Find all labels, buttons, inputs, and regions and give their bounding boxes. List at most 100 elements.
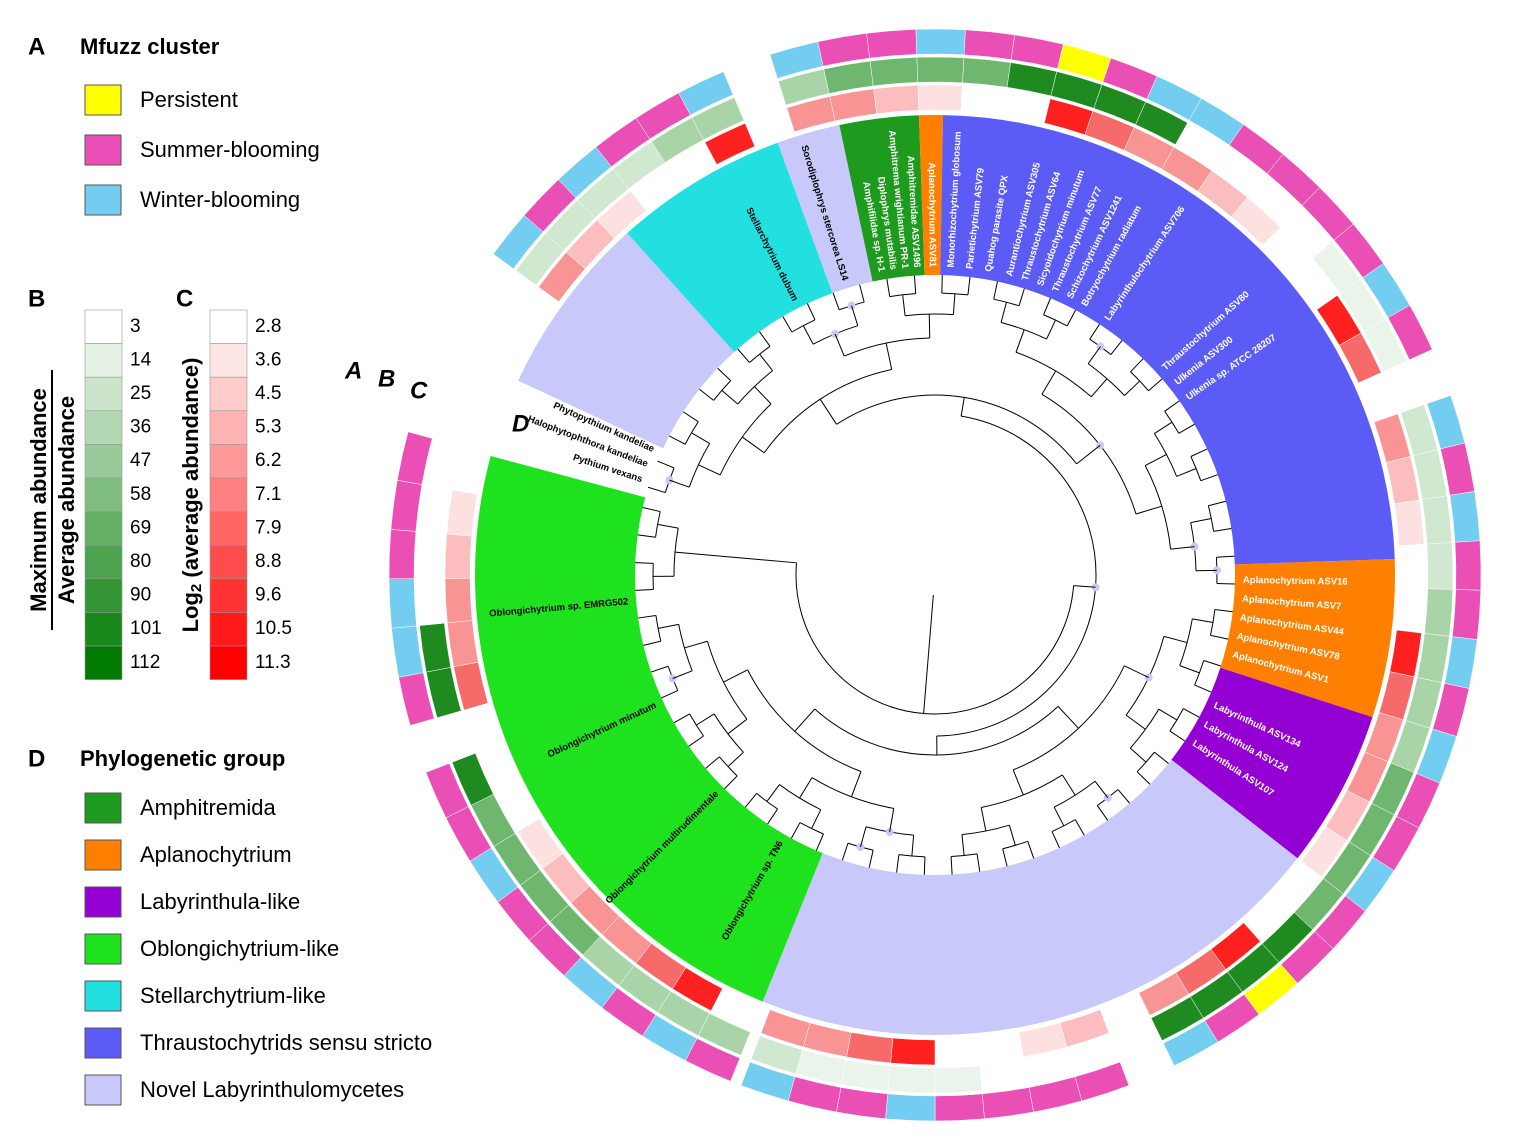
branch: [803, 326, 813, 345]
branch: [851, 772, 861, 797]
scale-label: 7.9: [255, 517, 281, 538]
branch: [953, 294, 954, 315]
branch: [1208, 501, 1225, 505]
heat-cell: [389, 579, 416, 629]
branch: [912, 835, 914, 856]
heat-cell: [447, 620, 478, 666]
scale-cell: [85, 310, 122, 344]
branch: [994, 282, 998, 300]
branch: [1191, 449, 1207, 457]
branch: [1095, 781, 1108, 798]
legend-title: Mfuzz cluster: [80, 34, 220, 59]
heat-cell: [886, 1094, 935, 1121]
branch: [1159, 709, 1177, 720]
legend-label: Stellarchytrium-like: [140, 983, 326, 1008]
branch: [696, 714, 714, 725]
scale-label: 11.3: [255, 652, 291, 673]
branch: [1201, 475, 1218, 481]
heat-cell: [417, 578, 444, 625]
legend-label: Thraustochytrids sensu stricto: [140, 1030, 432, 1055]
branch: [1054, 807, 1064, 826]
branch: [768, 809, 778, 824]
heat-cell: [445, 534, 472, 578]
scale-cell: [210, 612, 247, 646]
heat-cell: [935, 1038, 979, 1065]
heat-cell: [1455, 541, 1481, 591]
legend-swatch: [85, 135, 121, 165]
branch: [852, 306, 858, 326]
legend-swatch: [85, 840, 121, 870]
scale-cell: [85, 478, 122, 512]
branch: [951, 857, 952, 875]
scale-label: 112: [130, 652, 160, 673]
branch: [724, 670, 748, 682]
legend-swatch: [85, 793, 121, 823]
scale-cell: [85, 612, 122, 646]
branch: [800, 778, 812, 799]
branch: [760, 354, 773, 370]
heat-cell: [1425, 589, 1453, 637]
heat-cell: [1011, 35, 1063, 69]
scale-cell: [210, 579, 247, 613]
branch: [1013, 770, 1023, 795]
scale-label: 3.6: [255, 349, 281, 370]
heat-cell: [963, 58, 1011, 87]
heat-cell: [980, 1060, 1029, 1091]
heat-cell: [447, 490, 477, 536]
scale-title: Log2 (average abundance): [178, 358, 205, 633]
branch: [914, 276, 915, 294]
branch: [860, 827, 866, 847]
branch: [745, 793, 756, 807]
branch: [683, 412, 698, 422]
scale-cell: [85, 579, 122, 613]
branch: [1067, 310, 1075, 326]
heat-cell: [1395, 500, 1425, 546]
branch: [1164, 636, 1187, 642]
scale-label: 101: [130, 618, 162, 639]
legend-swatch: [85, 887, 121, 917]
branch: [816, 834, 823, 851]
scale-cell: [210, 512, 247, 546]
scale-label: 90: [130, 585, 151, 606]
branch: [1124, 381, 1139, 395]
branch: [1130, 748, 1146, 762]
scale-cell: [85, 411, 122, 445]
branch: [754, 387, 771, 404]
branch: [1126, 715, 1145, 729]
legend-swatch: [85, 934, 121, 964]
heat-cell: [1422, 496, 1452, 544]
branch: [635, 589, 653, 590]
scale-cell: [210, 411, 247, 445]
branch: [1044, 298, 1051, 315]
branch: [669, 436, 685, 444]
branch: [1210, 635, 1228, 639]
heat-cell: [389, 529, 416, 578]
heat-cell: [1399, 544, 1425, 588]
branch: [1042, 371, 1056, 394]
branch: [738, 349, 750, 363]
branch: [783, 316, 792, 332]
branch: [1214, 529, 1232, 532]
branch: [1058, 706, 1079, 728]
branch: [1019, 289, 1024, 306]
scale-label: 36: [130, 417, 151, 438]
scale-label: 14: [130, 349, 152, 370]
legend-swatch: [85, 981, 121, 1011]
branch: [698, 465, 720, 475]
branch: [673, 671, 693, 679]
heat-cell: [867, 29, 917, 58]
scale-cell: [210, 444, 247, 478]
heat-cell: [830, 89, 877, 121]
scale-label: 8.8: [255, 551, 281, 572]
heat-cell: [964, 30, 1015, 60]
ring-label: B: [378, 365, 395, 392]
branch: [1137, 772, 1150, 785]
branch: [1136, 506, 1162, 514]
scale-cell: [85, 377, 122, 411]
branch: [924, 857, 925, 875]
branch: [691, 433, 709, 444]
branch: [1131, 359, 1143, 372]
scale-cell: [210, 344, 247, 378]
branch: [1009, 825, 1015, 845]
